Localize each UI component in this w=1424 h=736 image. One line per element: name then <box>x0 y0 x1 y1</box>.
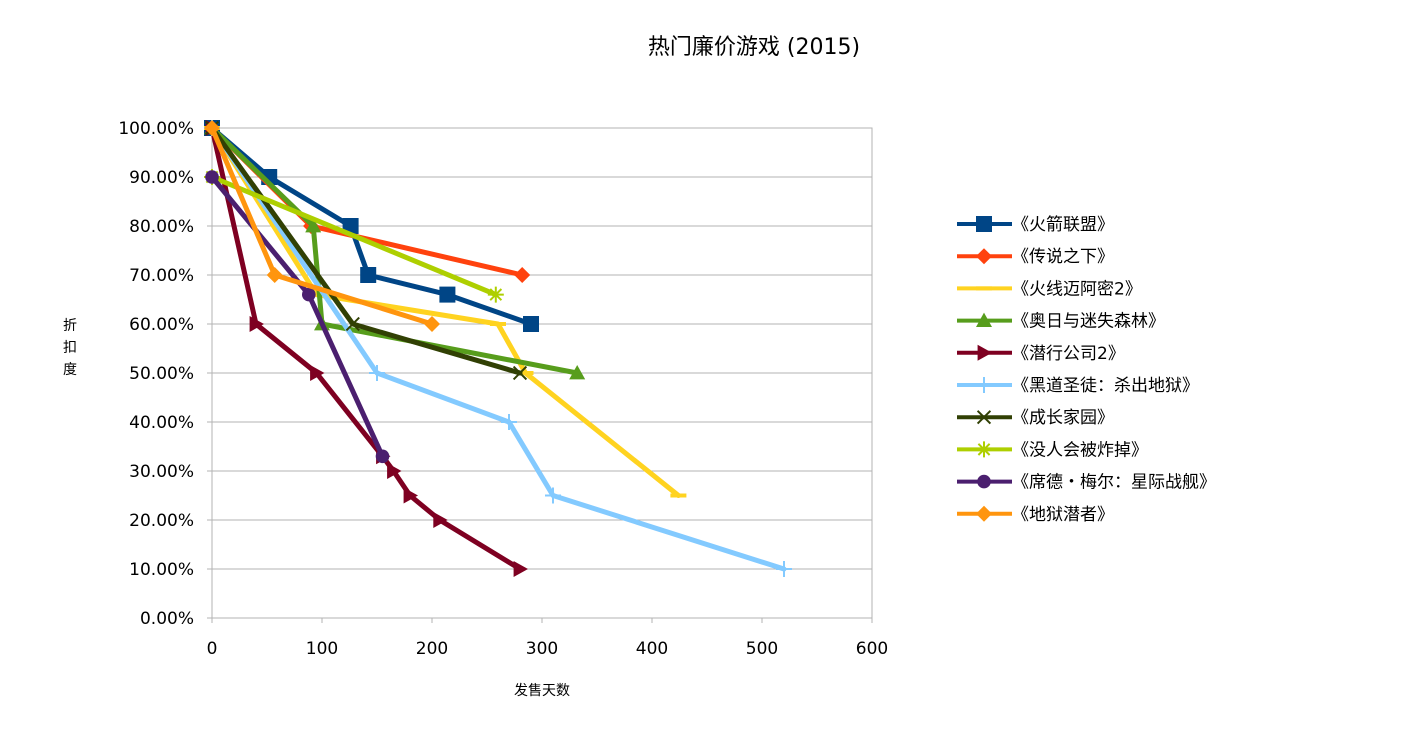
data-point-marker <box>204 120 220 136</box>
y-tick-label: 100.00% <box>118 119 194 139</box>
legend-label: 《火线迈阿密2》 <box>1012 279 1142 299</box>
y-tick-label: 30.00% <box>129 462 194 482</box>
data-point-marker <box>976 286 992 291</box>
data-point-marker <box>403 487 418 504</box>
x-axis-label: 发售天数 <box>514 683 570 699</box>
y-tick-label: 50.00% <box>129 364 194 384</box>
data-point-marker <box>305 218 322 233</box>
legend-item: 《传说之下》 <box>957 247 1114 267</box>
data-point-marker <box>375 449 390 464</box>
data-point-marker <box>424 316 440 332</box>
series-line <box>209 125 534 327</box>
chart-title: 热门廉价游戏 (2015) <box>648 35 860 60</box>
data-point-marker <box>512 365 528 381</box>
legend-label: 《潜行公司2》 <box>1012 344 1125 364</box>
data-point-marker <box>545 487 561 504</box>
data-point-marker <box>569 365 586 380</box>
series-5 <box>205 120 528 577</box>
y-tick-label: 20.00% <box>129 511 194 531</box>
data-point-marker <box>487 286 504 303</box>
data-point-marker <box>310 365 325 381</box>
data-point-marker <box>205 170 219 184</box>
data-point-marker <box>501 414 517 430</box>
data-point-marker <box>976 216 992 232</box>
legend: 《火箭联盟》《传说之下》《火线迈阿密2》《奥日与迷失森林》《潜行公司2》《黑道圣… <box>957 215 1216 525</box>
y-tick-label: 40.00% <box>129 413 194 433</box>
legend-item: 《黑道圣徒：杀出地狱》 <box>957 376 1199 396</box>
y-tick-label: 70.00% <box>129 266 194 286</box>
data-point-marker <box>342 218 359 234</box>
legend-item: 《席德・梅尔：星际战舰》 <box>957 473 1216 493</box>
data-point-marker <box>670 493 687 498</box>
data-point-marker <box>513 561 528 577</box>
data-point-marker <box>976 410 992 425</box>
x-tick-label: 400 <box>636 639 668 659</box>
data-point-marker <box>249 316 264 332</box>
y-axis-label: 折扣度 <box>63 318 77 378</box>
data-point-marker <box>387 463 402 479</box>
legend-item: 《火线迈阿密2》 <box>957 279 1142 299</box>
data-point-marker <box>360 267 377 283</box>
data-point-marker <box>439 286 456 303</box>
data-point-marker <box>369 365 385 381</box>
legend-label: 《席德・梅尔：星际战舰》 <box>1012 473 1216 493</box>
x-tick-label: 600 <box>856 639 888 659</box>
data-point-marker <box>976 505 992 522</box>
series-line <box>209 174 499 298</box>
series-2 <box>204 120 531 283</box>
data-point-marker <box>977 344 992 361</box>
legend-item: 《地狱潜者》 <box>957 505 1114 525</box>
data-point-marker <box>302 287 316 302</box>
series-9 <box>205 170 390 464</box>
legend-label: 《传说之下》 <box>1012 247 1114 267</box>
legend-label: 《黑道圣徒：杀出地狱》 <box>1012 376 1199 396</box>
x-axis-ticks: 0 100 200 300 400 500 600 <box>207 618 888 659</box>
data-point-marker <box>517 371 534 375</box>
legend-item: 《没人会被炸掉》 <box>957 440 1148 460</box>
x-tick-label: 0 <box>207 639 218 659</box>
data-point-marker <box>490 322 506 326</box>
legend-label: 《成长家园》 <box>1012 408 1114 428</box>
legend-label: 《没人会被炸掉》 <box>1012 440 1148 460</box>
y-tick-label: 10.00% <box>129 560 194 580</box>
data-point-marker <box>976 441 992 458</box>
data-point-marker <box>266 267 283 283</box>
x-tick-label: 300 <box>526 639 558 659</box>
y-tick-label: 0.00% <box>140 609 194 629</box>
legend-label: 《地狱潜者》 <box>1012 505 1114 525</box>
y-tick-label: 90.00% <box>129 168 194 188</box>
data-point-marker <box>433 512 448 528</box>
y-tick-label: 80.00% <box>129 217 194 237</box>
x-tick-label: 100 <box>306 639 338 659</box>
y-axis-ticks: 0.00% 10.00% 20.00% 30.00% 40.00% 50.00% 60.00… <box>118 119 212 629</box>
series-4 <box>204 120 586 380</box>
legend-item: 《成长家园》 <box>957 408 1114 428</box>
data-point-marker <box>514 267 531 283</box>
data-point-marker <box>776 561 792 577</box>
legend-item: 《奥日与迷失森林》 <box>957 312 1165 332</box>
x-tick-label: 200 <box>416 639 448 659</box>
series-layer <box>204 120 792 577</box>
data-point-marker <box>523 316 539 332</box>
x-tick-label: 500 <box>746 639 778 659</box>
data-point-marker <box>977 474 991 489</box>
series-1 <box>204 120 539 332</box>
data-point-marker <box>345 316 360 332</box>
data-point-marker <box>976 248 992 265</box>
series-7 <box>204 120 528 381</box>
data-point-marker <box>976 377 992 393</box>
data-point-marker <box>976 312 992 327</box>
data-point-marker <box>308 292 325 297</box>
legend-item: 《潜行公司2》 <box>957 344 1125 364</box>
legend-label: 《奥日与迷失森林》 <box>1012 312 1165 332</box>
legend-item: 《火箭联盟》 <box>957 215 1114 235</box>
legend-label: 《火箭联盟》 <box>1012 215 1114 235</box>
series-10 <box>204 120 440 332</box>
y-tick-label: 60.00% <box>129 315 194 335</box>
